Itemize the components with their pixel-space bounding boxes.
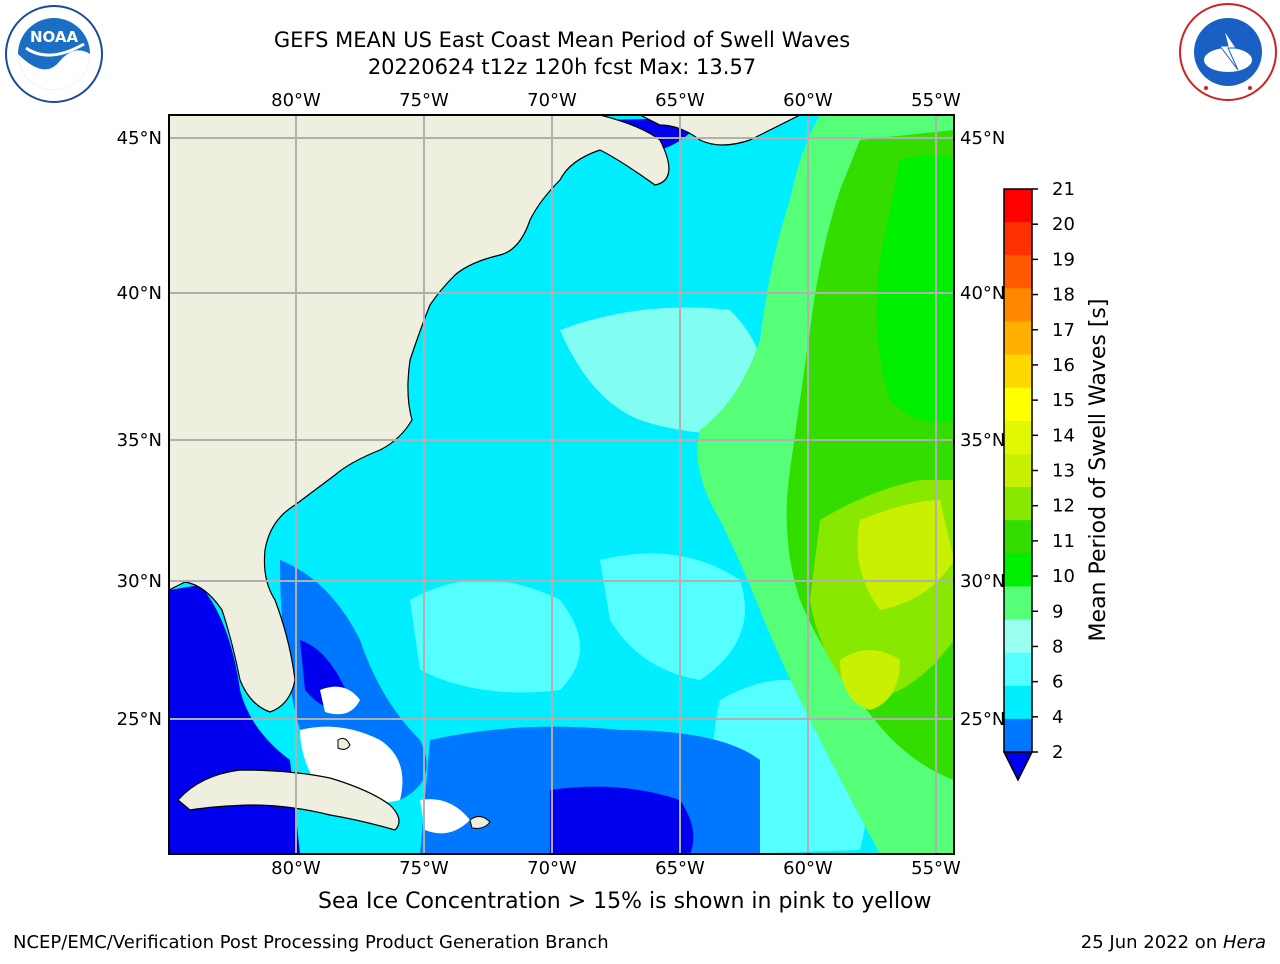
lon-label-bottom: 60°W: [783, 858, 833, 879]
colorbar-swatch: [1004, 718, 1032, 753]
longitude-labels-top: 80°W 75°W 70°W 65°W 60°W 55°W: [271, 90, 961, 111]
map-grid: [169, 115, 954, 854]
lon-label-bottom: 70°W: [527, 858, 577, 879]
colorbar-swatch: [1004, 586, 1032, 621]
lat-label-left: 40°N: [117, 283, 162, 304]
lat-label-left: 35°N: [117, 430, 162, 451]
colorbar-tick-label: 14: [1052, 425, 1075, 446]
lat-label-left: 30°N: [117, 571, 162, 592]
colorbar-swatch: [1004, 321, 1032, 356]
colorbar-tick-label: 8: [1052, 636, 1063, 657]
colorbar-label: Mean Period of Swell Waves [s]: [1086, 299, 1111, 642]
lat-label-right: 40°N: [960, 283, 1005, 304]
lat-label-left: 25°N: [117, 709, 162, 730]
lat-label-left: 45°N: [117, 128, 162, 149]
lon-label-top: 80°W: [271, 90, 321, 111]
map-frame: [168, 114, 955, 855]
colorbar-tick-label: 20: [1052, 214, 1075, 235]
lon-label-bottom: 80°W: [271, 858, 321, 879]
colorbar-tick-label: 16: [1052, 355, 1075, 376]
national-weather-service-logo: [1176, 0, 1280, 104]
noaa-logo: NOAA: [4, 4, 104, 104]
colorbar-tick-label: 6: [1052, 672, 1063, 693]
lon-label-top: 55°W: [911, 90, 961, 111]
lon-label-top: 70°W: [527, 90, 577, 111]
colorbar-swatch: [1004, 288, 1032, 322]
colorbar-tick-label: 13: [1052, 461, 1075, 482]
colorbar-swatch: [1004, 520, 1032, 554]
colorbar-tick-label: 11: [1052, 531, 1075, 552]
colorbar-tick-label: 15: [1052, 390, 1075, 411]
footer-date: 25 Jun 2022 on Hera: [1081, 932, 1266, 953]
colorbar-tick-label: 18: [1052, 285, 1075, 306]
colorbar-swatch: [1004, 487, 1032, 521]
longitude-labels-bottom: 80°W 75°W 70°W 65°W 60°W 55°W: [271, 858, 961, 879]
footer-date-text: 25 Jun 2022 on: [1080, 932, 1223, 953]
colorbar-swatch: [1004, 255, 1032, 289]
colorbar-swatch: [1004, 354, 1032, 389]
footer-credit: NCEP/EMC/Verification Post Processing Pr…: [13, 932, 609, 953]
colorbar-swatch: [1004, 189, 1032, 223]
latitude-labels-right: 45°N 40°N 35°N 30°N 25°N: [960, 128, 1005, 730]
footer-machine: Hera: [1222, 932, 1266, 953]
colorbar-tick-label: 2: [1052, 742, 1063, 763]
lat-label-right: 30°N: [960, 571, 1005, 592]
colorbar-swatch: [1004, 453, 1032, 488]
colorbar-swatch: [1004, 387, 1032, 422]
colorbar-tick-label: 9: [1052, 601, 1063, 622]
colorbar-under-arrow: [1002, 751, 1034, 782]
colorbar-swatch: [1004, 619, 1032, 654]
lat-label-right: 25°N: [960, 709, 1005, 730]
colorbar-swatch: [1004, 685, 1032, 720]
colorbar-swatch: [1004, 222, 1032, 256]
colorbar-tick-label: 19: [1052, 249, 1075, 270]
colorbar-tick-label: 12: [1052, 496, 1075, 517]
colorbar-tick-label: 10: [1052, 566, 1075, 587]
colorbar-swatch: [1004, 652, 1032, 687]
map-title: GEFS MEAN US East Coast Mean Period of S…: [273, 28, 851, 52]
lon-label-bottom: 75°W: [399, 858, 449, 879]
lat-label-right: 45°N: [960, 128, 1005, 149]
noaa-logo-text: NOAA: [30, 28, 79, 46]
lat-label-right: 35°N: [960, 430, 1005, 451]
colorbar-swatch: [1004, 420, 1032, 455]
lon-label-bottom: 65°W: [655, 858, 705, 879]
colorbar-tick-label: 4: [1052, 707, 1063, 728]
lon-label-top: 75°W: [399, 90, 449, 111]
sea-ice-note: Sea Ice Concentration > 15% is shown in …: [318, 889, 932, 914]
latitude-labels-left: 45°N 40°N 35°N 30°N 25°N: [117, 128, 162, 730]
lon-label-top: 60°W: [783, 90, 833, 111]
colorbar-swatch: [1004, 553, 1032, 587]
lon-label-bottom: 55°W: [911, 858, 961, 879]
colorbar-tick-label: 21: [1052, 179, 1075, 200]
swell-period-field: [169, 115, 954, 854]
colorbar-tick-label: 17: [1052, 320, 1075, 341]
map-subtitle: 20220624 t12z 120h fcst Max: 13.57: [367, 55, 757, 79]
lon-label-top: 65°W: [655, 90, 705, 111]
colorbar: 21 20 19 18 17 16 15 14 13 12 11 10 9 8 6 4 2 Mean Perio…: [1002, 179, 1111, 782]
